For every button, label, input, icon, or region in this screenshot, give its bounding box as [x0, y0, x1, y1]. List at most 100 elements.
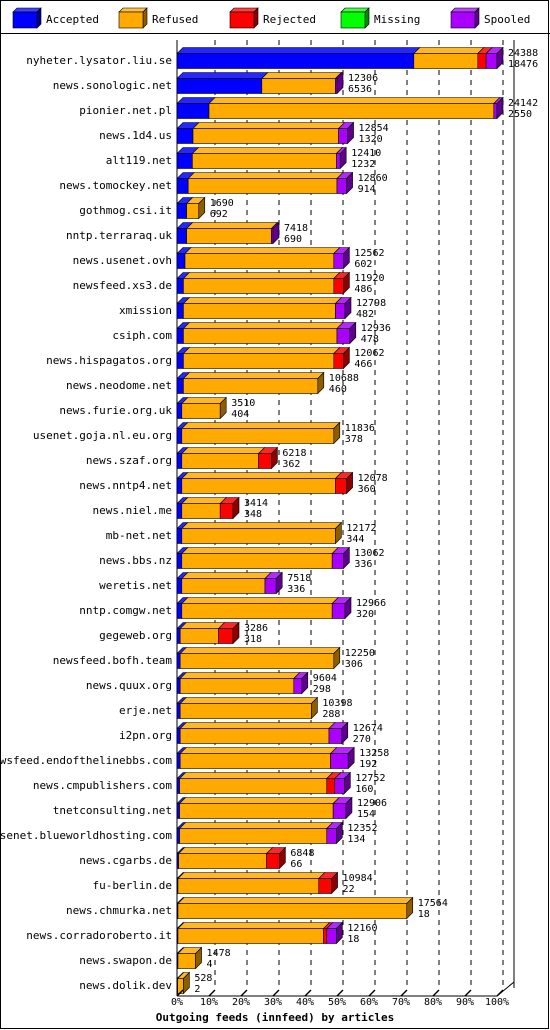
- x-tick-label: 10%: [200, 997, 218, 1008]
- row-refused: 320: [356, 609, 374, 620]
- legend: Accepted Refused Rejected Missing Spooled: [12, 7, 530, 29]
- row-total: 1478: [207, 948, 231, 959]
- bar-segment-top: [181, 497, 227, 504]
- bar-segment-top: [176, 97, 216, 104]
- bar-segment: [181, 578, 266, 594]
- bar-segment-side: [336, 821, 343, 845]
- x-tick-label: 20%: [232, 997, 250, 1008]
- bar-segment: [176, 353, 184, 369]
- row-refused: 306: [345, 659, 363, 670]
- row-refused: 404: [231, 409, 249, 420]
- bar-segment: [179, 828, 328, 844]
- row-total: 12062: [354, 348, 384, 359]
- bar-segment-top: [179, 672, 301, 679]
- row-label: weretis.net: [99, 579, 172, 592]
- row-refused: 298: [313, 684, 331, 695]
- bar-segment-side: [198, 196, 206, 220]
- row-refused: 378: [345, 434, 363, 445]
- bar-segment-top: [181, 422, 341, 429]
- bar-segment: [186, 203, 200, 219]
- row-refused: 192: [359, 759, 377, 770]
- row-total: 9604: [313, 673, 337, 684]
- bar-segment: [176, 478, 183, 494]
- row-total: 13258: [359, 748, 389, 759]
- bar-segment: [331, 603, 346, 619]
- bar-segment-top: [181, 397, 227, 404]
- bar-segment-top: [182, 297, 343, 304]
- bar-segment: [335, 478, 347, 494]
- bar-segment: [176, 53, 415, 69]
- row-refused: 344: [346, 534, 364, 545]
- row-total: 13062: [354, 548, 384, 559]
- legend-label: Missing: [374, 13, 420, 26]
- bar-segment: [485, 53, 498, 69]
- legend-swatch: [340, 11, 366, 29]
- bar-segment-side: [219, 396, 227, 420]
- bar-segment: [181, 528, 336, 544]
- bar-segment-top: [178, 772, 334, 779]
- row-refused: 690: [284, 234, 302, 245]
- row-total: 7518: [287, 573, 311, 584]
- bar-segment-side: [343, 546, 350, 570]
- x-tick-label: 0%: [171, 997, 183, 1008]
- x-tick: [432, 989, 440, 997]
- legend-item: Refused: [118, 7, 198, 29]
- row-label: nntp.terraraq.uk: [66, 229, 172, 242]
- row-total: 12160: [347, 923, 377, 934]
- bar-segment-side: [271, 446, 278, 470]
- bar-segment: [179, 653, 335, 669]
- bar-segment: [176, 453, 183, 469]
- bar-segment: [176, 628, 181, 644]
- bar-segment: [179, 703, 312, 719]
- bar-segment-top: [179, 722, 336, 729]
- bar-segment-side: [341, 721, 349, 745]
- bar-segment-side: [301, 671, 309, 695]
- bar-segment: [181, 553, 333, 569]
- bar-segment-top: [179, 747, 338, 754]
- row-label: news.hispagatos.org: [46, 354, 172, 367]
- bar-segment: [336, 178, 347, 194]
- row-refused: 602: [354, 259, 372, 270]
- row-total: 24142: [508, 98, 538, 109]
- bar-segment: [183, 303, 336, 319]
- bar-segment-top: [187, 172, 344, 179]
- row-label: news.usenet.ovh: [73, 254, 172, 267]
- row-refused: 134: [347, 834, 365, 845]
- bar-segment-side: [317, 371, 325, 395]
- bar-segment-top: [178, 822, 334, 829]
- bar-segment: [330, 753, 349, 769]
- bar-segment: [176, 428, 183, 444]
- legend-item: Rejected: [229, 7, 316, 29]
- row-total: 3510: [231, 398, 255, 409]
- row-label: pionier.net.pl: [79, 104, 172, 117]
- row-refused: 2: [194, 984, 200, 995]
- legend-swatch-top: [450, 7, 480, 13]
- legend-swatch-top: [340, 7, 370, 13]
- row-total: 12078: [358, 473, 388, 484]
- row-label: news.tomockey.net: [59, 179, 172, 192]
- x-tick: [272, 989, 280, 997]
- bar-segment: [192, 128, 339, 144]
- row-refused: 336: [287, 584, 305, 595]
- bar-segment: [176, 203, 187, 219]
- row-refused: 360: [358, 484, 376, 495]
- bar-segment: [183, 278, 335, 294]
- row-refused: 66: [290, 859, 302, 870]
- bar-segment-side: [496, 46, 504, 70]
- bar-segment-side: [347, 121, 354, 145]
- bar-segment: [177, 878, 320, 894]
- bar-segment-side: [331, 871, 338, 895]
- bar-segment-side: [406, 896, 414, 920]
